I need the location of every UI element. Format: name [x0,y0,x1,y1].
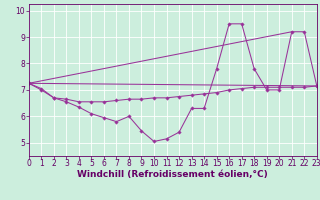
X-axis label: Windchill (Refroidissement éolien,°C): Windchill (Refroidissement éolien,°C) [77,170,268,179]
